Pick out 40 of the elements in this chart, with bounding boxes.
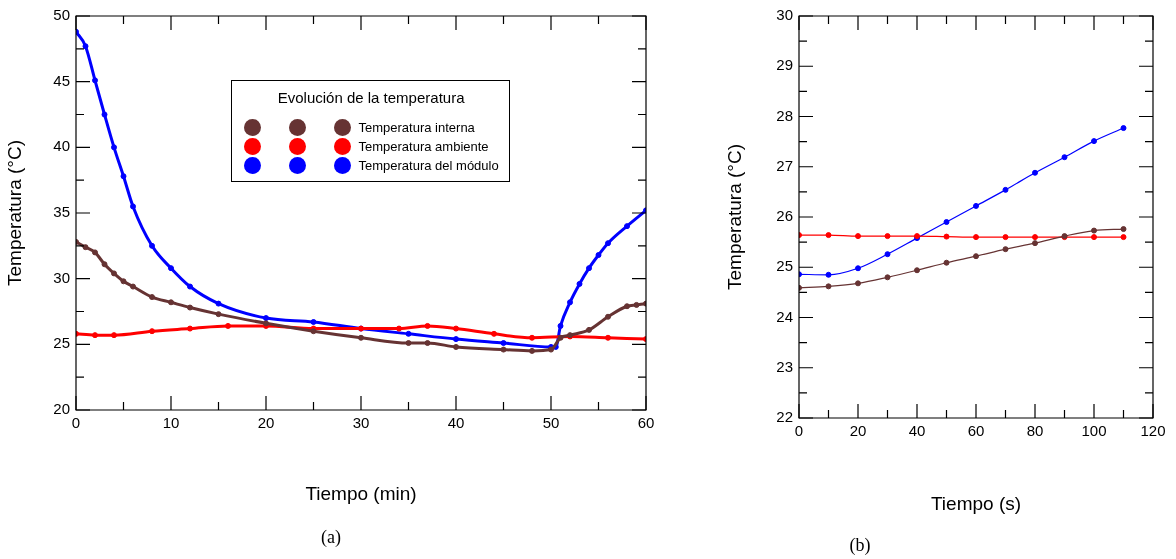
y-tick-label: 26 xyxy=(776,207,793,225)
y-tick-label: 29 xyxy=(776,56,793,74)
legend-title: Evolución de la temperatura xyxy=(276,89,466,106)
legend-label: Temperatura ambiente xyxy=(358,139,489,154)
x-tick-label: 120 xyxy=(1140,421,1166,439)
legend-label: Temperatura interna xyxy=(358,120,475,135)
x-tick-label: 0 xyxy=(794,421,804,439)
y-tick-label: 27 xyxy=(776,156,793,174)
x-tick-label: 20 xyxy=(257,413,275,431)
x-tick-label: 50 xyxy=(542,413,560,431)
y-tick-label: 24 xyxy=(776,307,793,325)
x-tick-label: 0 xyxy=(71,413,81,431)
y-axis-title: Temperatura (°C) xyxy=(3,140,25,286)
x-tick-label: 60 xyxy=(967,421,985,439)
y-tick-label: 25 xyxy=(776,257,793,275)
x-tick-label: 40 xyxy=(908,421,926,439)
text: (b) xyxy=(849,535,871,556)
y-tick-label: 40 xyxy=(53,137,70,155)
x-tick-label: 30 xyxy=(352,413,370,431)
y-axis-title: Temperatura (°C) xyxy=(723,144,745,290)
y-tick-label: 25 xyxy=(53,334,70,352)
text: (a) xyxy=(321,527,341,548)
legend-label: Temperatura del módulo xyxy=(358,158,499,173)
y-tick-label: 23 xyxy=(776,357,793,375)
y-tick-label: 28 xyxy=(776,106,793,124)
y-tick-label: 45 xyxy=(53,71,70,89)
x-tick-label: 40 xyxy=(447,413,465,431)
y-tick-label: 30 xyxy=(53,268,70,286)
x-tick-label: 20 xyxy=(849,421,867,439)
y-tick-label: 20 xyxy=(53,400,70,418)
y-tick-label: 22 xyxy=(776,408,793,426)
x-axis-title: Tiempo (min) xyxy=(305,482,417,504)
y-tick-label: 50 xyxy=(53,6,70,24)
x-tick-label: 100 xyxy=(1081,421,1107,439)
y-tick-label: 30 xyxy=(776,6,793,24)
x-tick-label: 10 xyxy=(162,413,180,431)
x-tick-label: 80 xyxy=(1026,421,1044,439)
x-axis-title: Tiempo (s) xyxy=(930,492,1022,514)
x-tick-label: 60 xyxy=(637,413,655,431)
y-tick-label: 35 xyxy=(53,203,70,221)
